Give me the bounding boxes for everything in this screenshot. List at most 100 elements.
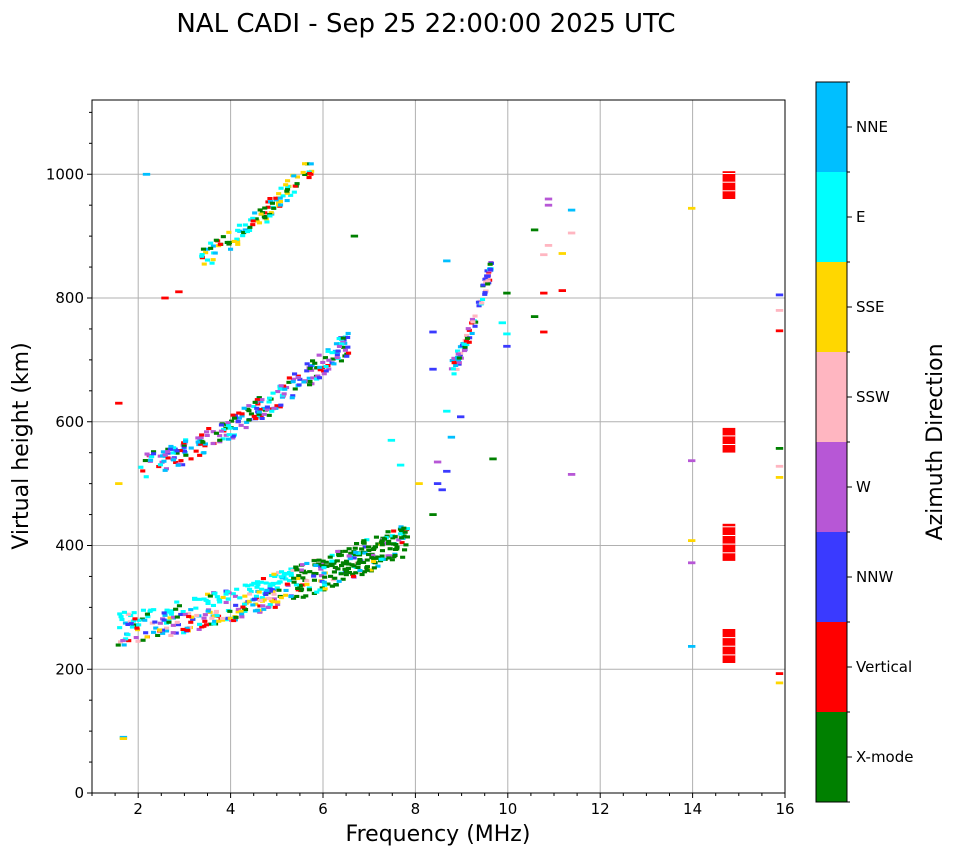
echo-point-e [117,612,122,615]
echo-point-e [264,582,269,585]
echo-point-nnw [129,622,134,625]
echo-point-nne [206,610,211,613]
echo-point-e [480,298,485,301]
echo-point-e [192,598,197,601]
echo-point-nnw [776,294,783,297]
echo-point-e [271,582,276,585]
echo-point-vertical [273,606,278,609]
echo-point-w [239,424,244,427]
colorbar-label-vertical: Vertical [856,658,912,676]
echo-point-e [138,466,143,469]
echo-point-vertical [776,672,783,675]
echo-point-nne [226,438,231,441]
y-tick-label: 400 [55,537,84,555]
echo-point-x-mode [386,556,391,559]
echo-point-x-mode [776,447,783,450]
echo-point-sse [776,476,783,479]
echo-point-x-mode [253,401,258,404]
echo-point-x-mode [175,616,180,619]
echo-point-x-mode [317,559,322,562]
echo-point-nne [284,589,289,592]
echo-point-x-mode [393,548,398,551]
echo-point-x-mode [291,577,296,580]
echo-point-e [279,187,284,190]
echo-point-nne [163,469,168,472]
echo-point-vertical [204,623,209,626]
echo-point-w [322,372,327,375]
echo-point-x-mode [360,573,365,576]
echo-point-nnw [292,372,297,375]
echo-point-nnw [219,423,224,426]
echo-point-w [134,636,139,639]
echo-point-nne [201,451,206,454]
echo-point-x-mode [226,243,231,246]
echo-point-x-mode [258,208,263,211]
echo-point-e [199,255,204,258]
echo-point-w [262,413,267,416]
echo-point-x-mode [271,207,276,210]
echo-point-vertical [134,627,139,630]
echo-point-nne [168,445,173,448]
echo-point-x-mode [503,292,510,295]
y-tick-label: 200 [55,660,84,678]
echo-point-x-mode [357,558,362,561]
echo-point-nnw [457,415,464,418]
echo-point-e [292,191,297,194]
echo-point-x-mode [366,546,371,549]
chart-title: NAL CADI - Sep 25 22:00:00 2025 UTC [176,9,675,39]
echo-point-w [272,407,277,410]
echo-point-x-mode [200,441,205,444]
echo-point-e [251,582,256,585]
echo-point-w [335,550,340,553]
echo-point-x-mode [307,570,312,573]
echo-point-vertical [255,398,260,401]
x-tick-label: 10 [498,800,517,818]
echo-point-x-mode [356,562,361,565]
echo-point-nne [253,609,258,612]
echo-point-e [267,214,272,217]
echo-point-nnw [311,575,316,578]
echo-point-e [158,463,163,466]
echo-point-nne [322,581,327,584]
echo-point-sse [120,737,127,740]
echo-point-e [264,220,269,223]
echo-block-gap [723,173,736,174]
colorbar-swatch-vertical [816,622,847,712]
echo-point-nne [176,464,181,467]
echo-point-w [688,459,695,462]
echo-point-nnw [429,331,436,334]
echo-point-x-mode [227,610,232,613]
echo-point-x-mode [276,589,281,592]
echo-point-sse [371,560,376,563]
echo-point-ssw [220,617,225,620]
echo-point-sse [776,682,783,685]
echo-point-vertical [250,223,255,226]
echo-point-x-mode [372,566,377,569]
echo-point-w [145,453,150,456]
echo-point-ssw [267,597,272,600]
echo-point-w [456,353,461,356]
echo-point-nnw [345,336,350,339]
echo-point-x-mode [312,362,317,365]
y-tick-label: 600 [55,413,84,431]
echo-point-ssw [168,634,173,637]
echo-block-gap [723,637,736,638]
echo-point-nne [233,427,238,430]
echo-point-ssw [258,599,263,602]
echo-point-e [271,392,276,395]
azimuth-colorbar: X-mode Vertical NNW W SSW SSE E NNE [816,82,913,802]
echo-point-x-mode [328,575,333,578]
echo-point-x-mode [177,604,182,607]
echo-point-x-mode [270,202,275,205]
echo-point-x-mode [386,530,391,533]
echo-point-nne [334,342,339,345]
echo-point-nnw [429,368,436,371]
y-tick-label: 0 [74,784,84,802]
echo-block-gap [723,526,736,527]
echo-point-x-mode [143,459,148,462]
echo-point-nne [189,447,194,450]
echo-block-gap [723,190,736,191]
echo-point-vertical [273,197,278,200]
echo-point-vertical [240,606,245,609]
echo-point-nne [171,458,176,461]
